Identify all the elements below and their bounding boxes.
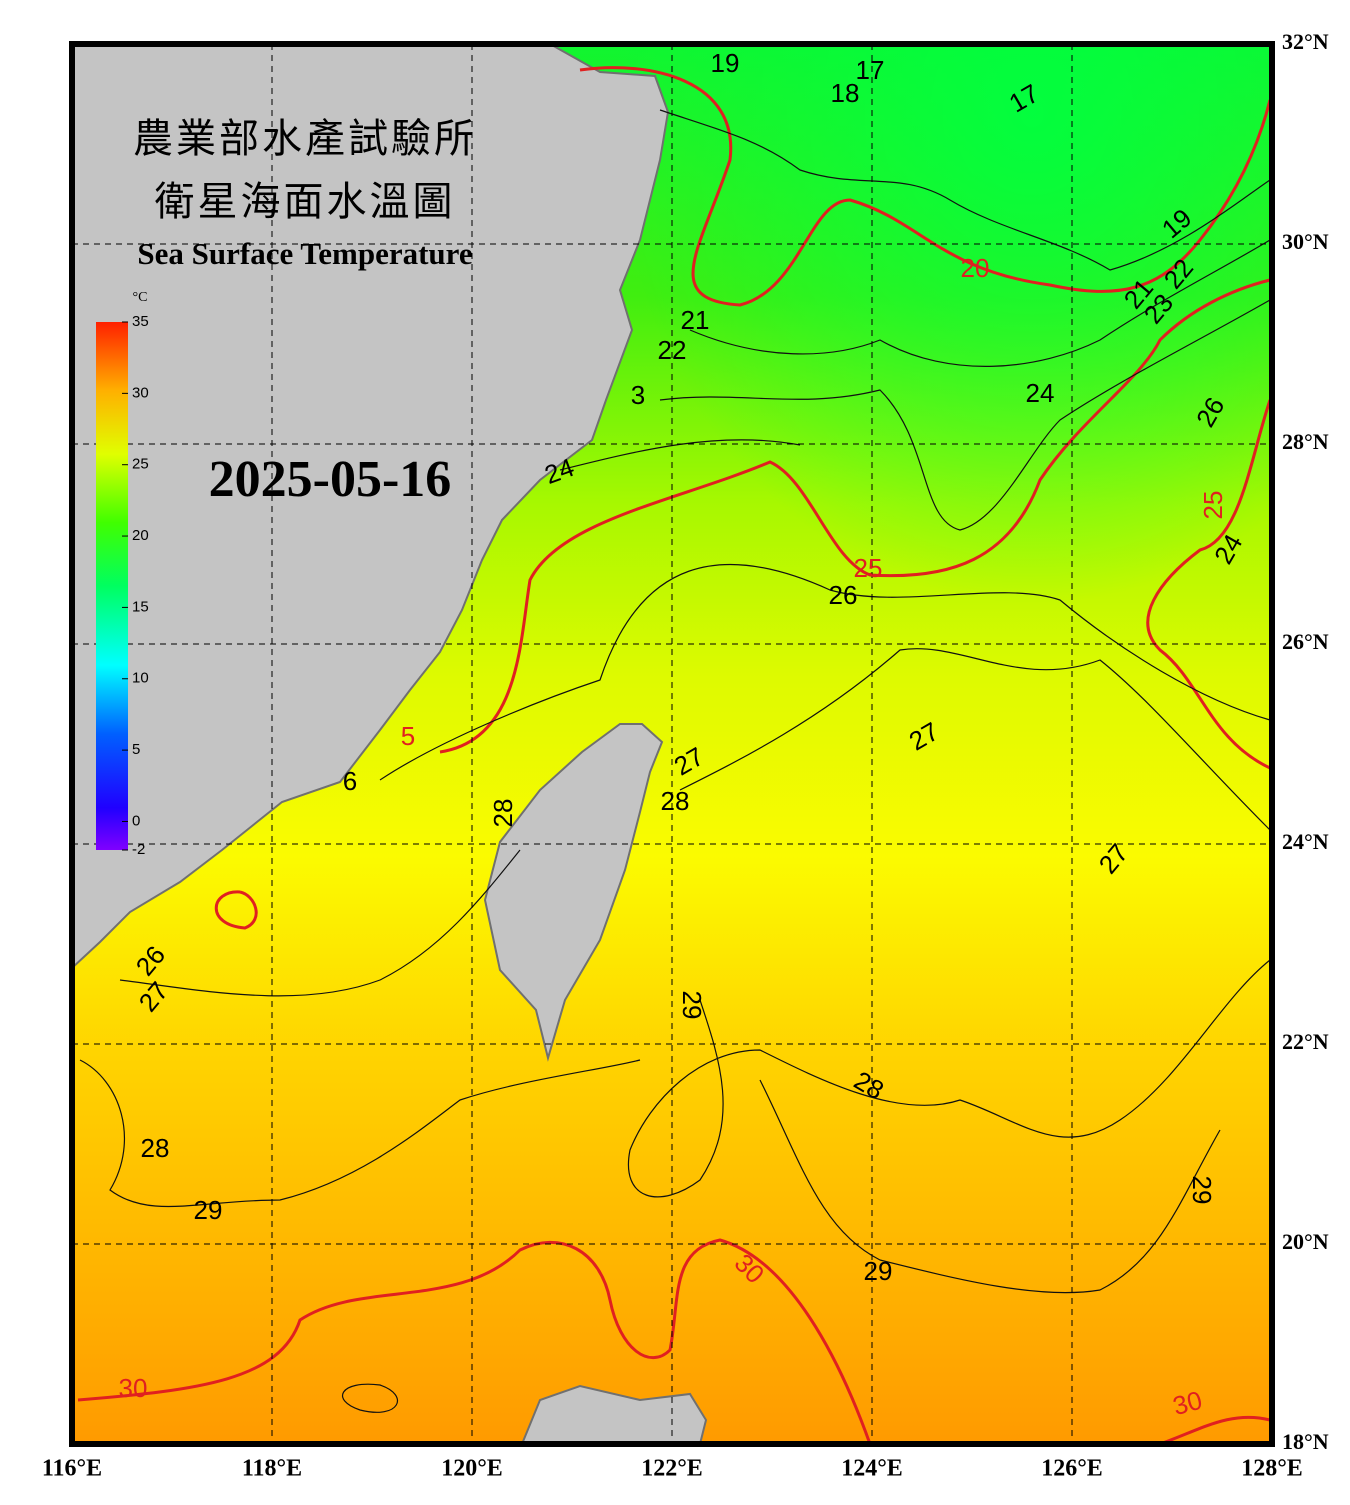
contour-label: 28 [661,786,690,816]
lon-label: 126°E [1041,1456,1103,1482]
isotherm-25 [439,278,1271,754]
lat-label: 20°N [1282,1229,1329,1254]
isotherm-20 [579,66,1272,307]
date: 2025-05-16 [209,451,452,508]
map-frame [69,41,1275,1447]
contour-label: 5 [401,721,415,751]
contour-label: 22 [658,335,687,365]
contour-label: 17 [856,55,885,85]
isotherm-25-island [214,890,258,930]
colorbar-unit: °C [133,290,148,305]
colorbar-tick-label: 5 [132,741,140,758]
lon-label: 118°E [242,1456,302,1482]
luzon [520,1384,708,1445]
isotherm-25-east [1146,399,1272,770]
lat-label: 18°N [1282,1429,1329,1454]
contour-label: 3 [631,380,645,410]
title-zh-2: 衛星海面水溫圖 [155,179,456,225]
taiwan [483,723,664,1062]
title-zh-1: 農業部水產試驗所 [133,116,477,162]
contour-label: 6 [343,766,357,796]
lat-label: 30°N [1282,229,1329,254]
colorbar-tick-label: 30 [132,384,149,401]
contour-label: 25 [854,553,883,583]
contour-label: 18 [831,78,860,108]
contour-label: 26 [829,580,858,610]
colorbar-tick-label: 35 [132,313,149,330]
mainland-china [71,43,670,971]
contour-label: 29 [194,1195,223,1225]
title-en: Sea Surface Temperature [137,236,472,271]
colorbar-tick-label: 15 [132,598,149,615]
lon-label: 116°E [42,1456,102,1482]
colorbar-tick-label: 25 [132,456,149,473]
colorbar [96,322,128,850]
colorbar-tick-label: 0 [132,812,140,829]
colorbar-tick-label: 10 [132,670,149,687]
lon-label: 128°E [1241,1456,1303,1482]
contour-label: 29 [1187,1176,1217,1205]
contour-label: 28 [141,1133,170,1163]
lon-label: 122°E [641,1456,703,1482]
isotherm-30 [77,1238,872,1445]
lat-label: 32°N [1282,29,1329,54]
colorbar-tick-label: 20 [132,527,149,544]
contour-label: 19 [711,48,740,78]
lat-label: 26°N [1282,629,1329,654]
lat-label: 22°N [1282,1029,1329,1054]
contour-label: 30 [119,1373,148,1403]
lat-label: 28°N [1282,429,1329,454]
colorbar-tick-label: -2 [132,841,145,858]
graticule [72,44,1272,1444]
contour-label: 24 [1026,378,1055,408]
contour-label: 28 [488,799,518,828]
lat-label: 24°N [1282,829,1329,854]
contour-label: 21 [681,305,710,335]
land [71,43,708,1445]
lon-label: 124°E [841,1456,903,1482]
contour-label: 29 [864,1256,893,1286]
isotherm-30-east [1159,1415,1271,1446]
contour-label: 29 [677,991,707,1020]
lon-label: 120°E [441,1456,503,1482]
contour-label: 25 [1198,491,1228,520]
contour-label: 20 [961,253,990,283]
